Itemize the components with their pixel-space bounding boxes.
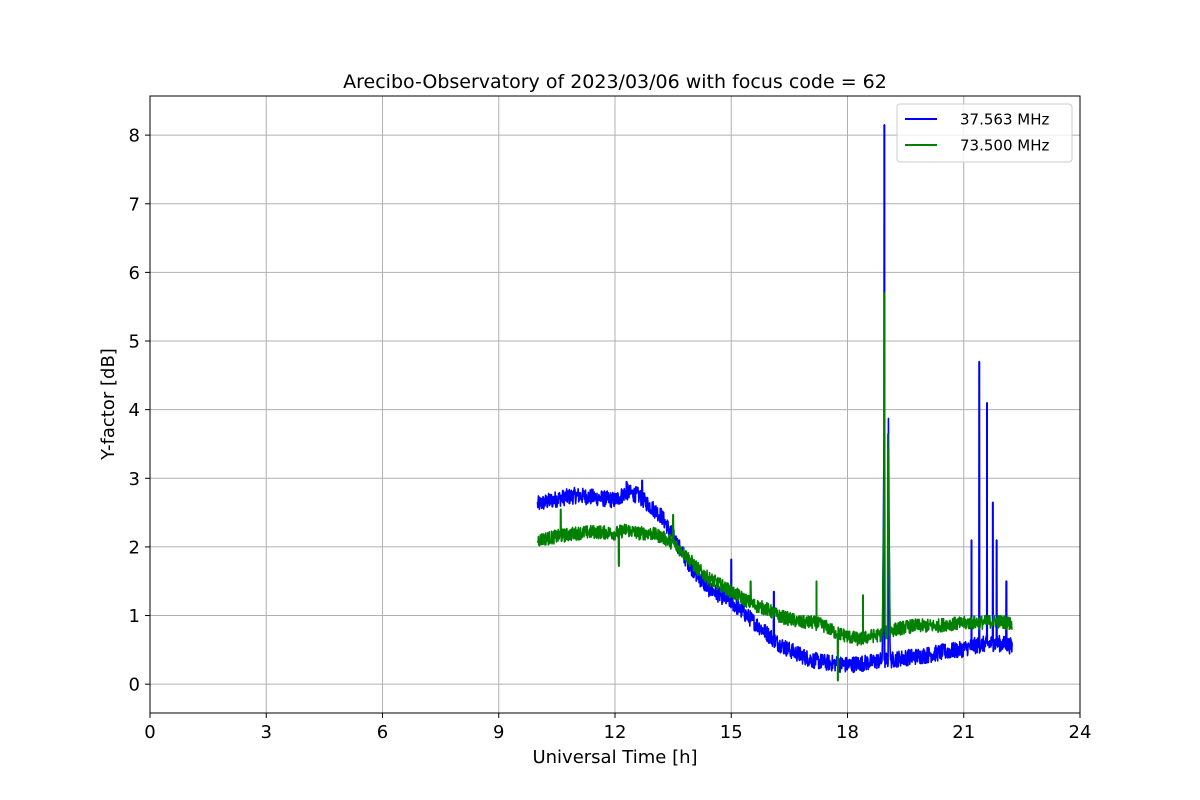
legend-box: [896, 103, 1073, 163]
y-tick-label: 7: [129, 194, 140, 215]
x-tick-label: 24: [1069, 722, 1092, 743]
x-tick-label: 15: [720, 722, 743, 743]
y-tick-label: 3: [129, 469, 140, 490]
y-tick-label: 0: [129, 675, 140, 696]
x-tick-label: 6: [377, 722, 388, 743]
legend: 37.563 MHz 73.500 MHz: [896, 103, 1073, 163]
x-axis-ticks: 0 3 6 9 12 15 18 21 24: [144, 713, 1091, 743]
y-tick-label: 8: [129, 126, 140, 147]
series-line-1: [536, 292, 1013, 682]
y-tick-label: 5: [129, 332, 140, 353]
chart-title: Arecibo-Observatory of 2023/03/06 with f…: [343, 71, 887, 93]
y-tick-label: 1: [129, 606, 140, 627]
y-tick-label: 2: [129, 537, 140, 558]
series-layer: [536, 124, 1013, 682]
legend-label-73mhz: 73.500 MHz: [960, 137, 1049, 155]
x-axis-label: Universal Time [h]: [532, 747, 697, 768]
x-tick-label: 3: [261, 722, 272, 743]
y-tick-label: 6: [129, 263, 140, 284]
x-tick-label: 21: [952, 722, 975, 743]
y-axis-label: Y-factor [dB]: [98, 348, 119, 461]
x-tick-label: 18: [836, 722, 859, 743]
x-tick-label: 12: [604, 722, 627, 743]
y-tick-label: 4: [129, 400, 140, 421]
x-tick-label: 0: [144, 722, 155, 743]
x-tick-label: 9: [493, 722, 504, 743]
y-axis-ticks: 0 1 2 3 4 5 6 7 8: [129, 126, 150, 696]
legend-label-37mhz: 37.563 MHz: [960, 111, 1049, 129]
